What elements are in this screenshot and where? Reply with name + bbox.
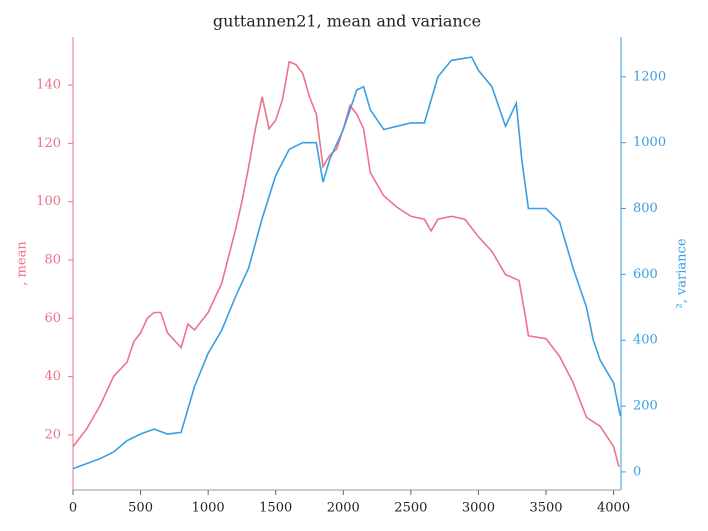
series-line	[72, 56, 622, 470]
series-line	[72, 60, 620, 468]
y-tick-label: 20	[44, 427, 61, 442]
y-tick-label: 100	[36, 194, 61, 209]
y-tick-label: 120	[36, 136, 61, 151]
y-tick-label: 60	[44, 311, 61, 326]
y-axis-label: , mean	[15, 241, 30, 286]
x-tick-label: 500	[128, 501, 153, 516]
y-tick-label: 40	[44, 369, 61, 384]
y-tick-label: 80	[44, 253, 61, 268]
chart-title: guttannen21, mean and variance	[213, 12, 481, 31]
x-tick-label: 3000	[462, 501, 495, 516]
x-tick-label: 1500	[259, 501, 292, 516]
x-tick-label: 1000	[192, 501, 225, 516]
y-tick-label: 140	[36, 78, 61, 93]
x-tick-label: 4000	[597, 501, 630, 516]
y2-axis-label: ², variance	[675, 238, 690, 308]
y2-tick-label: 0	[633, 464, 641, 479]
y2-tick-label: 1200	[633, 69, 666, 84]
x-tick-label: 3500	[529, 501, 562, 516]
y2-tick-label: 200	[633, 399, 658, 414]
y2-tick-label: 400	[633, 333, 658, 348]
x-tick-label: 0	[69, 501, 77, 516]
x-tick-label: 2500	[394, 501, 427, 516]
x-tick-label: 2000	[327, 501, 360, 516]
y2-tick-label: 600	[633, 267, 658, 282]
y2-tick-label: 800	[633, 201, 658, 216]
y2-tick-label: 1000	[633, 135, 666, 150]
